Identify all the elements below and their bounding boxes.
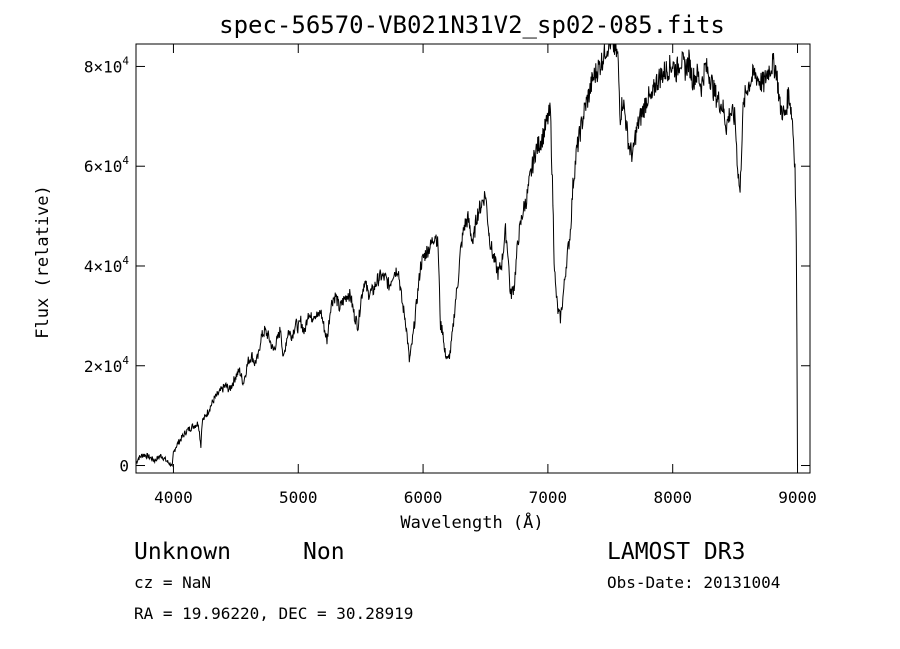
- obs-date: Obs-Date: 20131004: [607, 573, 780, 592]
- y-axis-label: Flux (relative): [33, 185, 53, 339]
- x-tick-label-5: 9000: [778, 488, 817, 507]
- x-tick-label-3: 7000: [529, 488, 568, 507]
- y-tick-label-1: 2×104: [84, 354, 130, 376]
- y-tick-label-0: 0: [119, 457, 129, 476]
- chart-title: spec-56570-VB021N31V2_sp02-085.fits: [219, 11, 725, 39]
- object-subclass: Non: [303, 539, 345, 565]
- x-tick-label-0: 4000: [154, 488, 193, 507]
- y-tick-label-4: 8×104: [84, 54, 130, 76]
- cz-value: cz = NaN: [134, 573, 211, 592]
- spectrum-line: [135, 43, 798, 468]
- object-class: Unknown: [134, 539, 231, 565]
- x-tick-label-2: 6000: [404, 488, 443, 507]
- survey-name: LAMOST DR3: [607, 539, 745, 565]
- y-axis-ticks: 0 2×104 4×104 6×104 8×104: [84, 54, 810, 476]
- y-tick-label-3: 6×104: [84, 154, 130, 176]
- x-axis-ticks: 4000 5000 6000 7000 8000 9000: [154, 44, 817, 507]
- y-tick-label-2: 4×104: [84, 254, 130, 276]
- x-axis-label: Wavelength (Å): [400, 511, 543, 533]
- x-tick-label-1: 5000: [279, 488, 318, 507]
- x-tick-label-4: 8000: [653, 488, 692, 507]
- ra-dec-coordinates: RA = 19.96220, DEC = 30.28919: [134, 604, 413, 623]
- plot-frame: [135, 43, 811, 474]
